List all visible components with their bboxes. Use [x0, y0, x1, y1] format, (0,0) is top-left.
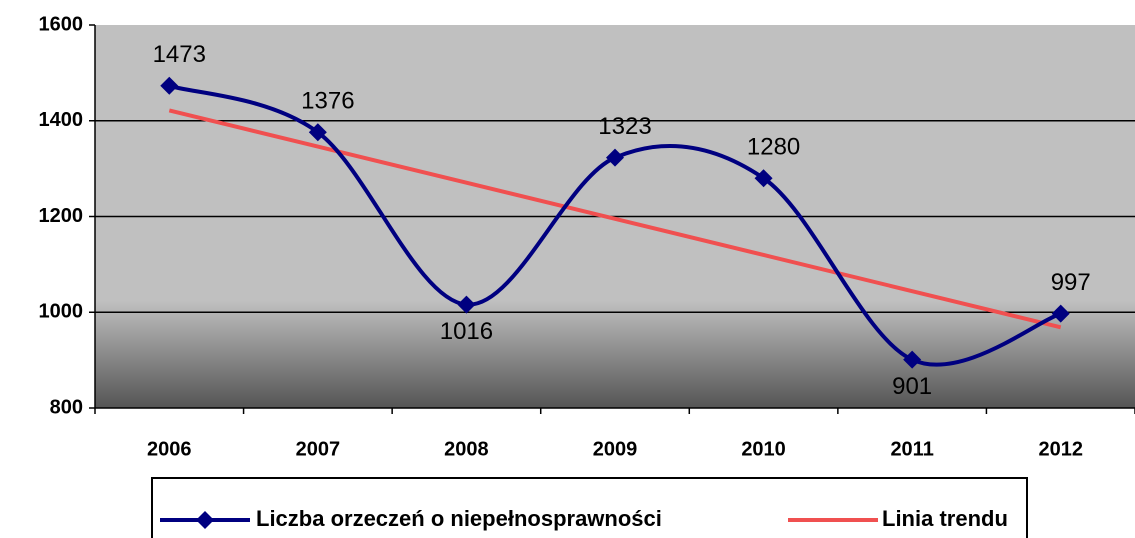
marker [754, 169, 773, 188]
y-tick-label: 1200 [39, 205, 84, 227]
legend-label: Linia trendu [882, 506, 1008, 531]
data-label: 901 [892, 373, 932, 400]
marker [1051, 304, 1070, 323]
marker [903, 350, 922, 369]
y-tick-label: 1400 [39, 109, 84, 131]
x-tick-label: 2007 [296, 438, 341, 460]
data-label: 1016 [440, 318, 493, 345]
trend-line [168, 108, 1062, 330]
marker [308, 123, 327, 142]
x-tick-label: 2012 [1038, 438, 1083, 460]
x-tick-label: 2006 [147, 438, 192, 460]
legend-label: Liczba orzeczeń o niepełnosprawności [256, 506, 662, 531]
data-label: 1376 [301, 88, 354, 115]
marker [160, 76, 179, 95]
legend-marker [196, 511, 214, 529]
marker [457, 295, 476, 314]
y-tick-label: 1600 [39, 13, 84, 35]
x-tick-label: 2008 [444, 438, 489, 460]
legend-box [151, 477, 1028, 538]
data-label: 1280 [747, 134, 800, 161]
data-label: 997 [1051, 269, 1091, 296]
marker [606, 148, 624, 167]
x-tick-label: 2011 [890, 438, 933, 460]
x-tick-label: 2009 [593, 438, 638, 460]
x-tick-label: 2010 [741, 438, 786, 460]
y-tick-label: 800 [50, 396, 83, 418]
data-label: 1473 [153, 41, 206, 68]
data-label: 1323 [598, 113, 651, 140]
y-tick-label: 1000 [39, 301, 84, 323]
